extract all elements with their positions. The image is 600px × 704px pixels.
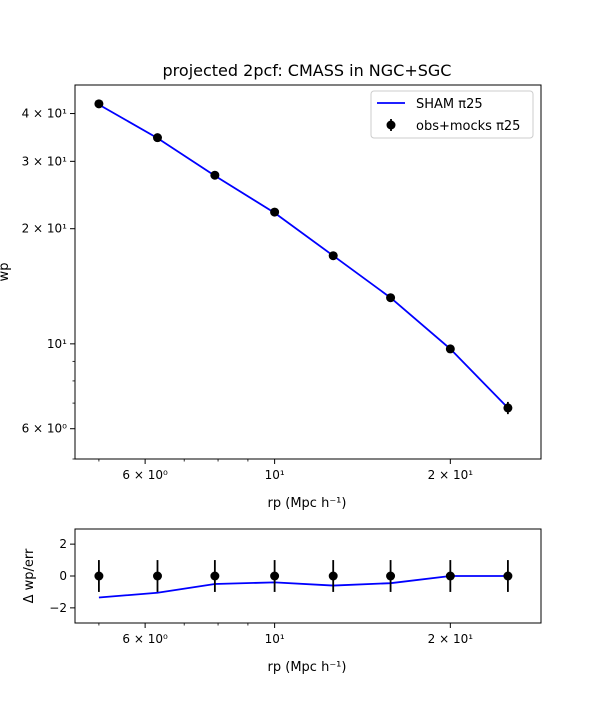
main-plot-marks: 6 × 10⁰ 10¹ 2 × 10¹ 6 × 10⁰ 10¹ 2 × 10¹ 3 × 10… bbox=[22, 99, 513, 482]
residual-y-axis-label: Δ wp/err bbox=[22, 548, 37, 603]
main-data-point bbox=[270, 207, 280, 217]
main-y-axis-label: wp bbox=[0, 263, 12, 282]
main-panel: projected 2pcf: CMASS in NGC+SGC 6 × 10⁰… bbox=[0, 61, 542, 511]
main-sham-line bbox=[98, 103, 509, 409]
residual-data-point bbox=[445, 571, 455, 581]
chart-title: projected 2pcf: CMASS in NGC+SGC bbox=[163, 61, 452, 80]
main-x-axis-label: rp (Mpc h⁻¹) bbox=[268, 496, 347, 511]
main-x-tick-label: 2 × 10¹ bbox=[428, 468, 474, 482]
residual-x-tick-label: 2 × 10¹ bbox=[428, 632, 474, 646]
main-plot-frame bbox=[74, 84, 542, 460]
main-data-point bbox=[152, 133, 162, 143]
main-x-tick-label: 6 × 10⁰ bbox=[122, 468, 168, 482]
main-y-tick-label: 4 × 10¹ bbox=[22, 107, 68, 121]
residual-data-point bbox=[503, 571, 513, 581]
residual-data-point bbox=[94, 571, 104, 581]
residual-data-point bbox=[270, 571, 280, 581]
legend: SHAM π25 obs+mocks π25 bbox=[370, 90, 534, 139]
main-data-point bbox=[386, 293, 396, 303]
main-y-tick-label: 6 × 10⁰ bbox=[22, 422, 68, 436]
residual-data-point bbox=[328, 571, 338, 581]
residual-data-point bbox=[386, 571, 396, 581]
residual-x-tick-label: 6 × 10⁰ bbox=[122, 632, 168, 646]
legend-box bbox=[370, 90, 534, 139]
residual-plot-marks: 6 × 10⁰ 10¹ 2 × 10¹ −2 0 2 bbox=[49, 537, 513, 646]
main-data-point bbox=[328, 251, 338, 261]
legend-marker-swatch bbox=[386, 120, 396, 130]
legend-entry-sham: SHAM π25 bbox=[416, 97, 483, 112]
residual-y-tick-label: −2 bbox=[49, 601, 67, 615]
main-y-tick-label: 3 × 10¹ bbox=[22, 154, 68, 168]
main-data-point bbox=[210, 170, 220, 180]
main-y-tick-label: 2 × 10¹ bbox=[22, 222, 68, 236]
main-x-tick-label: 10¹ bbox=[265, 468, 285, 482]
main-data-point bbox=[94, 99, 104, 109]
legend-entry-obs: obs+mocks π25 bbox=[416, 119, 520, 134]
main-data-point bbox=[445, 344, 455, 354]
residual-y-tick-label: 0 bbox=[59, 569, 67, 583]
main-y-tick-label: 10¹ bbox=[47, 337, 67, 351]
residual-x-axis-label: rp (Mpc h⁻¹) bbox=[268, 660, 347, 675]
residual-y-tick-label: 2 bbox=[59, 537, 67, 551]
residual-x-tick-label: 10¹ bbox=[265, 632, 285, 646]
main-data-point bbox=[503, 403, 513, 413]
residual-sham-line bbox=[98, 575, 508, 599]
residual-panel: 6 × 10⁰ 10¹ 2 × 10¹ −2 0 2 rp (Mpc h⁻¹) Δ wp/… bbox=[22, 528, 542, 675]
residual-data-point bbox=[152, 571, 162, 581]
residual-data-point bbox=[210, 571, 220, 581]
